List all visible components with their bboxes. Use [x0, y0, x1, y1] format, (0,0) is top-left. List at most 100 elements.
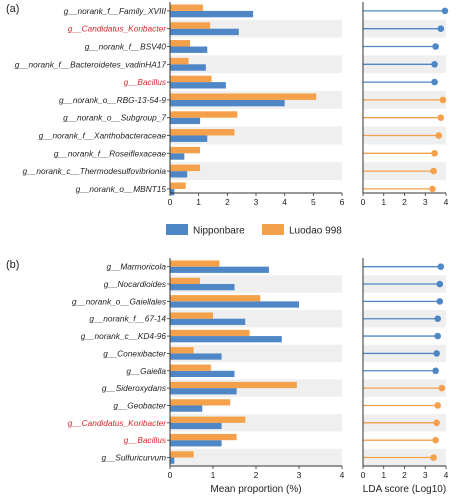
- lda-point: [433, 350, 440, 357]
- bar-luodao-998: [170, 111, 238, 118]
- category-label: g__norank_o__Subgroup_7: [63, 113, 166, 123]
- lda-axis-label: LDA score (Log10): [363, 484, 446, 495]
- lda-point: [433, 419, 440, 427]
- lda-x-tick-label: 4: [444, 197, 449, 207]
- x-tick-label: 3: [297, 470, 302, 480]
- bar-luodao-998: [170, 433, 237, 441]
- bar-luodao-998: [170, 164, 201, 172]
- x-tick-label: 1: [211, 470, 216, 480]
- lda-x-tick-label: 0: [361, 470, 366, 480]
- category-label: g__norank_f__Xanthobacteraceae: [39, 131, 167, 141]
- bar-luodao-998: [170, 182, 186, 189]
- x-axis-label: Mean proportion (%): [210, 484, 301, 495]
- lda-point: [430, 167, 437, 175]
- row-band: [170, 55, 342, 74]
- bar-luodao-998: [170, 22, 211, 29]
- bar-luodao-998: [170, 57, 189, 65]
- lda-point: [431, 78, 438, 86]
- bar-nipponbare: [170, 82, 226, 89]
- category-label: g__Marmoricola: [107, 262, 167, 272]
- bar-luodao-998: [170, 364, 211, 371]
- bar-luodao-998: [170, 75, 212, 83]
- bar-luodao-998: [170, 40, 191, 47]
- bar-nipponbare: [170, 188, 175, 196]
- bar-nipponbare: [170, 405, 203, 412]
- category-label: g__Nocardioides: [104, 279, 166, 289]
- bar-nipponbare: [170, 171, 188, 178]
- lda-point: [432, 43, 439, 50]
- legend-swatch: [262, 224, 284, 235]
- lda-point: [431, 61, 438, 68]
- category-label: g__Conexibacter: [103, 348, 167, 358]
- bar-luodao-998: [170, 347, 194, 354]
- lda-point: [430, 454, 437, 461]
- bar-nipponbare: [170, 301, 299, 308]
- bar-nipponbare: [170, 336, 282, 343]
- bar-nipponbare: [170, 318, 246, 325]
- row-band: [170, 448, 342, 467]
- lda-point: [434, 315, 442, 323]
- category-label: g__norank_c__Thermodesulfovibrionia: [23, 166, 167, 176]
- lda-point: [436, 298, 444, 305]
- category-label: g__norank_o__MBNT15: [76, 184, 167, 194]
- x-tick-label: 6: [340, 197, 345, 207]
- bar-luodao-998: [170, 129, 235, 136]
- bar-luodao-998: [170, 295, 261, 302]
- lda-x-tick-label: 3: [423, 470, 428, 480]
- category-label: g__norank_f__Family_XVIII: [64, 6, 167, 16]
- panel-label: (a): [6, 3, 19, 15]
- lda-point: [436, 280, 444, 288]
- category-label: g__Sideroxydans: [102, 383, 166, 393]
- lda-point: [431, 150, 438, 157]
- x-tick-label: 3: [254, 197, 259, 207]
- bar-nipponbare: [170, 153, 185, 160]
- bar-nipponbare: [170, 46, 208, 53]
- bar-nipponbare: [170, 388, 237, 395]
- lda-point: [435, 132, 443, 139]
- lda-point: [437, 25, 445, 32]
- lda-x-tick-label: 2: [402, 197, 407, 207]
- category-label: g__norank_f__BSV40: [85, 42, 167, 52]
- x-tick-label: 0: [168, 197, 173, 207]
- category-label: g__Sulfuricurvum: [101, 453, 166, 463]
- category-label: g__Bacillus: [124, 77, 166, 87]
- x-tick-label: 4: [282, 197, 287, 207]
- lda-point: [432, 436, 439, 444]
- category-label: g__norank_f__Roseiflexaceae: [54, 148, 166, 158]
- lda-point: [434, 332, 442, 340]
- bar-nipponbare: [170, 370, 235, 378]
- lda-point: [439, 96, 447, 104]
- lda-point: [437, 263, 445, 270]
- bar-nipponbare: [170, 10, 254, 18]
- category-label: g__norank_o__RBG-13-54-9: [59, 95, 166, 105]
- bar-luodao-998: [170, 260, 220, 267]
- bar-nipponbare: [170, 28, 239, 36]
- lda-point: [429, 185, 436, 193]
- legend-label: Nipponbare: [193, 226, 245, 237]
- row-band: [170, 162, 342, 180]
- x-tick-label: 2: [254, 470, 259, 480]
- category-label: g__Gaiella: [126, 366, 166, 376]
- bar-nipponbare: [170, 117, 201, 125]
- x-tick-label: 5: [311, 197, 316, 207]
- bar-nipponbare: [170, 135, 208, 142]
- bar-nipponbare: [170, 422, 222, 430]
- lda-point: [432, 367, 439, 375]
- bar-luodao-998: [170, 4, 203, 11]
- category-label: g__norank_f__67-14: [89, 314, 166, 324]
- bar-luodao-998: [170, 416, 246, 423]
- lda-x-tick-label: 4: [444, 470, 449, 480]
- lda-point: [437, 114, 445, 121]
- category-label: g__norank_f__Bacteroidetes_vadinHA17: [15, 59, 167, 69]
- x-tick-label: 2: [225, 197, 230, 207]
- lda-point: [441, 7, 449, 15]
- lda-x-tick-label: 1: [381, 470, 386, 480]
- bar-nipponbare: [170, 353, 222, 360]
- bar-luodao-998: [170, 93, 317, 100]
- bar-nipponbare: [170, 457, 175, 464]
- bar-nipponbare: [170, 266, 269, 273]
- legend-swatch: [166, 224, 188, 235]
- bar-nipponbare: [170, 99, 285, 107]
- lda-x-tick-label: 0: [361, 197, 366, 207]
